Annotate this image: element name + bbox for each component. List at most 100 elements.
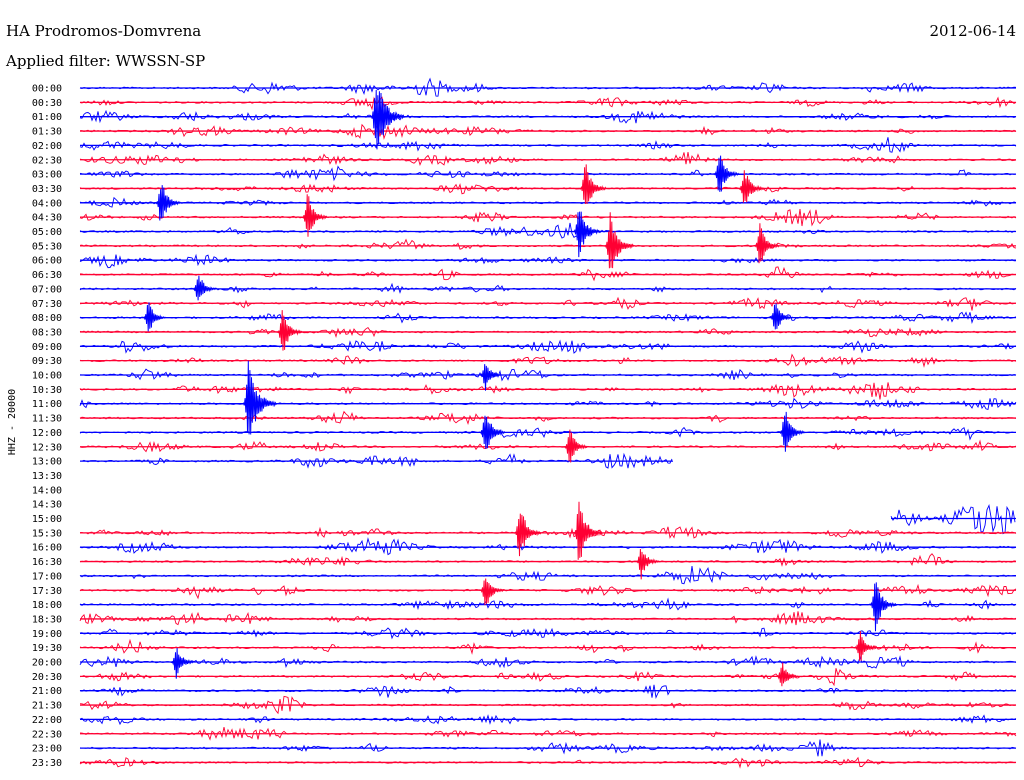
trace-noise	[79, 253, 1016, 269]
trace-noise	[79, 137, 1017, 153]
y-axis-label: HHZ - 20000	[7, 389, 18, 455]
row-time-label: 02:00	[32, 141, 62, 152]
row-time-label: 10:30	[32, 385, 62, 396]
trace-noise	[79, 311, 1017, 324]
seismic-event	[753, 223, 780, 264]
row-time-label: 07:30	[32, 299, 62, 310]
trace-noise	[79, 123, 1017, 140]
row-time-label: 18:00	[32, 600, 62, 611]
trace-noise	[79, 353, 1017, 368]
trace-noise	[79, 282, 1017, 294]
trace-noise	[79, 526, 1017, 539]
row-time-label: 05:00	[32, 227, 62, 238]
row-time-label: 22:00	[32, 715, 62, 726]
row-time-label: 04:00	[32, 198, 62, 209]
trace-noise	[79, 96, 1017, 111]
trace-noise	[79, 537, 1017, 556]
trace-noise	[79, 727, 1017, 741]
trace-noise	[79, 739, 1017, 757]
trace-noise	[79, 668, 1017, 687]
filter-label: Applied filter: WWSSN-SP	[5, 52, 205, 70]
trace-noise	[79, 77, 1017, 97]
row-time-label: 18:30	[32, 614, 62, 625]
row-time-label: 17:30	[32, 586, 62, 597]
trace-noise	[79, 339, 1017, 354]
row-time-label: 15:30	[32, 528, 62, 539]
trace-noise	[79, 566, 1016, 585]
row-time-label: 06:30	[32, 270, 62, 281]
row-time-label: 02:30	[32, 155, 62, 166]
trace-noise	[79, 684, 1017, 699]
row-time-label: 19:00	[32, 629, 62, 640]
row-time-label: 16:30	[32, 557, 62, 568]
seismic-event	[563, 429, 588, 463]
trace-noise	[79, 238, 1017, 250]
trace-noise	[79, 266, 1017, 282]
row-time-label: 16:00	[32, 543, 62, 554]
row-time-label: 14:30	[32, 500, 62, 511]
seismic-event	[776, 662, 799, 687]
row-time-label: 14:00	[32, 485, 62, 496]
row-time-label: 09:00	[32, 342, 62, 353]
seismic-event	[578, 164, 607, 205]
trace-noise	[79, 209, 1017, 227]
seismic-event	[712, 155, 740, 192]
row-time-label: 11:30	[32, 414, 62, 425]
trace-noise	[79, 410, 1017, 425]
seismic-event	[478, 415, 506, 449]
row-time-label: 01:30	[32, 127, 62, 138]
seismic-event	[479, 364, 502, 391]
seismic-event	[512, 513, 542, 557]
row-time-label: 12:00	[32, 428, 62, 439]
trace-noise	[79, 583, 1017, 600]
seismic-event	[170, 647, 195, 679]
row-time-label: 13:30	[32, 471, 62, 482]
seismic-event	[778, 411, 806, 452]
trace-noise	[79, 296, 1017, 311]
trace-noise	[79, 165, 1017, 182]
seismic-event	[479, 578, 504, 606]
seismic-event	[769, 303, 794, 330]
trace-noise	[79, 597, 1017, 611]
seismic-event	[635, 548, 660, 580]
row-time-label: 08:30	[32, 327, 62, 338]
row-time-label: 23:00	[32, 744, 62, 755]
seismic-event	[275, 310, 303, 351]
seismic-event	[571, 211, 601, 258]
trace-noise	[79, 326, 1017, 339]
trace-noise	[890, 504, 1016, 535]
row-time-label: 00:30	[32, 98, 62, 109]
seismic-event	[602, 212, 634, 269]
trace-noise	[79, 695, 1017, 715]
row-time-label: 03:30	[32, 184, 62, 195]
trace-noise	[79, 756, 1017, 769]
row-time-label: 19:30	[32, 643, 62, 654]
seismic-event	[868, 582, 897, 632]
row-time-label: 04:30	[32, 213, 62, 224]
row-time-label: 11:00	[32, 399, 62, 410]
trace-noise	[79, 196, 1017, 208]
row-time-label: 13:00	[32, 457, 62, 468]
date-label: 2012-06-14	[930, 22, 1016, 40]
station-title: HA Prodromos-Domvrena	[6, 22, 201, 40]
row-time-label: 12:30	[32, 442, 62, 453]
row-time-label: 07:00	[32, 284, 62, 295]
trace-noise	[79, 152, 1017, 167]
time-tick-labels: 00:00 00:30 01:00 01:30 02:00 02:30 03:00 03:30…	[32, 84, 62, 769]
row-time-label: 01:00	[32, 112, 62, 123]
seismic-event	[366, 89, 405, 150]
seismic-event	[154, 185, 182, 221]
seismic-event	[238, 360, 277, 435]
trace-noise	[79, 183, 1017, 195]
seismic-event	[570, 501, 603, 560]
seismic-event	[142, 302, 167, 332]
trace-noise	[79, 638, 1017, 655]
row-time-label: 10:00	[32, 371, 62, 382]
trace-noise	[79, 222, 1017, 239]
trace-noise	[79, 397, 1017, 410]
row-time-label: 05:30	[32, 241, 62, 252]
trace-noise	[79, 452, 673, 469]
trace-noise	[79, 368, 1017, 382]
row-time-label: 20:00	[32, 658, 62, 669]
